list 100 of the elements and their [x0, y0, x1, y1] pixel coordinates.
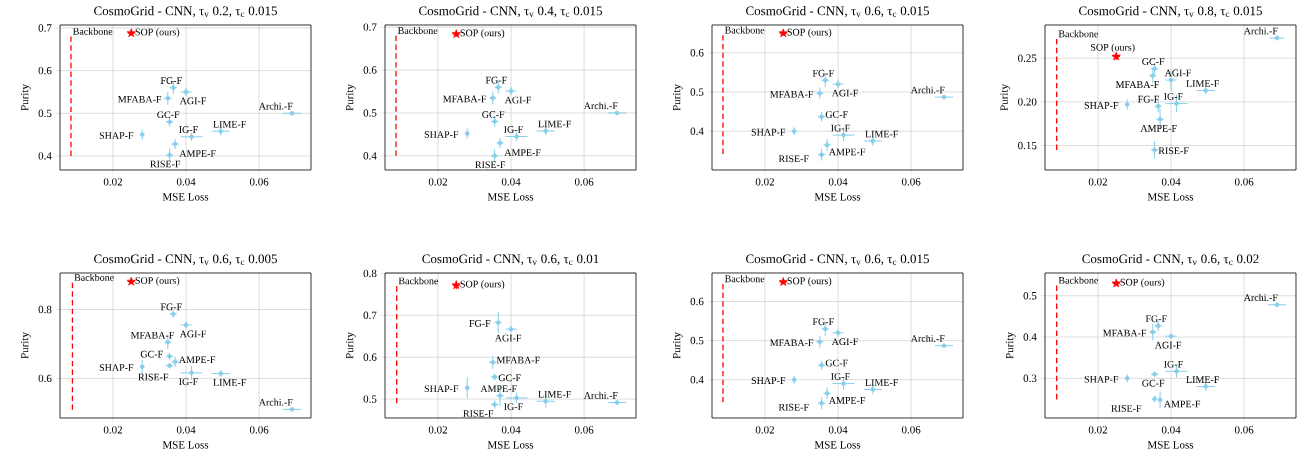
- y-tick-label: 0.7: [38, 24, 52, 32]
- series-label: GC-F: [157, 111, 180, 119]
- series-label: RISE-F: [463, 410, 494, 417]
- y-axis-title: Purity: [1005, 332, 1016, 359]
- series-label: GC-F: [1142, 58, 1165, 65]
- point: [451, 29, 461, 38]
- series-label: IG-F: [179, 126, 198, 134]
- x-axis-title: MSE Loss: [487, 193, 534, 201]
- series-label: SHAP-F: [99, 132, 134, 139]
- series-label: Archi.-F: [1243, 27, 1278, 35]
- y-tick-label: 0.3: [1023, 374, 1037, 383]
- y-tick-label: 0.5: [363, 395, 377, 403]
- x-axis-title: MSE Loss: [1147, 193, 1194, 201]
- chart-title: CosmoGrid - CNN, τ$_{v}$ 0.4, τ$_{c}$ 0.015: [419, 6, 602, 18]
- series-label: AMPE-F: [1140, 125, 1177, 132]
- point: [126, 276, 136, 286]
- point: [126, 28, 136, 38]
- series-label: AMPE-F: [480, 385, 517, 393]
- series-label: SHAP-F: [751, 128, 786, 136]
- series-label: SOP (ours): [460, 29, 505, 39]
- series-label: MFABA-F: [118, 96, 162, 103]
- y-axis-title: Purity: [672, 332, 683, 359]
- series-label: IG-F: [831, 124, 850, 132]
- series-label: SOP (ours): [460, 280, 505, 290]
- series-label: Backbone: [74, 273, 114, 281]
- series-label: GC-F: [498, 374, 521, 382]
- series-label: FG-F: [1137, 95, 1159, 103]
- y-tick-label: 0.4: [38, 152, 52, 160]
- series-label: SOP (ours): [787, 277, 832, 287]
- series-label: AGI-F: [831, 338, 858, 346]
- series-label: FG-F: [1145, 315, 1167, 323]
- series-label: SOP (ours): [135, 28, 180, 38]
- series-label: IG-F: [504, 126, 523, 133]
- series-label: Backbone: [724, 26, 765, 34]
- series-label: SHAP-F: [1084, 102, 1119, 109]
- series-label: IG-F: [1164, 360, 1183, 368]
- x-tick-label: 0.02: [103, 178, 123, 186]
- x-tick-label: 0.06: [901, 178, 921, 186]
- x-tick-label: 0.06: [574, 426, 594, 434]
- series-label: SOP (ours): [1091, 43, 1135, 53]
- y-tick-label: 0.6: [363, 353, 377, 361]
- y-tick-label: 0.6: [38, 374, 52, 383]
- series-label: RISE-F: [138, 373, 169, 381]
- x-tick-label: 0.06: [249, 178, 269, 186]
- y-tick-label: 0.5: [363, 109, 377, 117]
- x-axis-title: MSE Loss: [162, 193, 209, 201]
- y-tick-label: 0.5: [1023, 291, 1037, 300]
- series-label: SHAP-F: [424, 385, 459, 393]
- series-label: Archi.-F: [1243, 294, 1278, 302]
- x-tick-label: 0.04: [1161, 426, 1181, 434]
- series-label: Backbone: [1058, 30, 1099, 38]
- series-label: SHAP-F: [99, 364, 134, 371]
- series-label: RISE-F: [1158, 147, 1189, 155]
- y-tick-label: 0.5: [38, 109, 52, 118]
- series-label: FG-F: [469, 320, 491, 327]
- series-label: LIME-F: [213, 379, 246, 386]
- x-tick-label: 0.04: [1161, 178, 1181, 186]
- series-label: MFABA-F: [443, 95, 487, 103]
- series-label: AGI-F: [494, 334, 522, 342]
- series-label: SHAP-F: [1084, 375, 1119, 383]
- series-label: Archi.-F: [910, 86, 945, 94]
- series-label: RISE-F: [150, 160, 181, 168]
- point: [778, 28, 788, 38]
- y-tick-label: 0.4: [1023, 333, 1037, 341]
- point: [451, 280, 461, 290]
- x-axis-title: MSE Loss: [1147, 441, 1194, 449]
- y-tick-label: 0.8: [38, 305, 52, 314]
- series-label: SHAP-F: [424, 131, 459, 138]
- x-tick-label: 0.02: [103, 426, 123, 434]
- series-label: RISE-F: [778, 155, 809, 163]
- series-label: Backbone: [1058, 276, 1099, 284]
- series-label: GC-F: [482, 111, 505, 118]
- series-label: AMPE-F: [828, 397, 866, 404]
- y-axis-title: Purity: [20, 84, 31, 111]
- series-label: RISE-F: [778, 403, 809, 411]
- point: [1111, 278, 1121, 288]
- y-axis-title: Purity: [1000, 84, 1011, 111]
- x-tick-label: 0.04: [501, 178, 521, 186]
- x-axis-title: MSE Loss: [814, 441, 861, 449]
- series-label: Archi.-F: [910, 334, 945, 342]
- series-label: AGI-F: [831, 89, 858, 97]
- point: [543, 398, 549, 404]
- series-label: Archi.-F: [583, 391, 618, 399]
- x-tick-label: 0.06: [901, 426, 921, 434]
- series-label: FG-F: [485, 76, 507, 84]
- y-tick-label: 0.5: [690, 336, 704, 345]
- y-tick-label: 0.4: [690, 127, 704, 135]
- series-label: LIME-F: [865, 379, 898, 386]
- x-axis-title: MSE Loss: [487, 441, 534, 449]
- x-tick-label: 0.02: [1088, 426, 1107, 434]
- x-tick-label: 0.06: [249, 426, 269, 434]
- series-label: AMPE-F: [1163, 400, 1201, 408]
- series-label: LIME-F: [865, 130, 898, 138]
- series-label: MFABA-F: [770, 339, 814, 347]
- series-label: FG-F: [160, 77, 182, 84]
- series-label: SOP (ours): [787, 28, 832, 38]
- series-label: LIME-F: [1186, 80, 1220, 87]
- series-label: Archi.-F: [258, 398, 293, 406]
- series-label: AGI-F: [1154, 341, 1182, 349]
- point: [778, 277, 788, 286]
